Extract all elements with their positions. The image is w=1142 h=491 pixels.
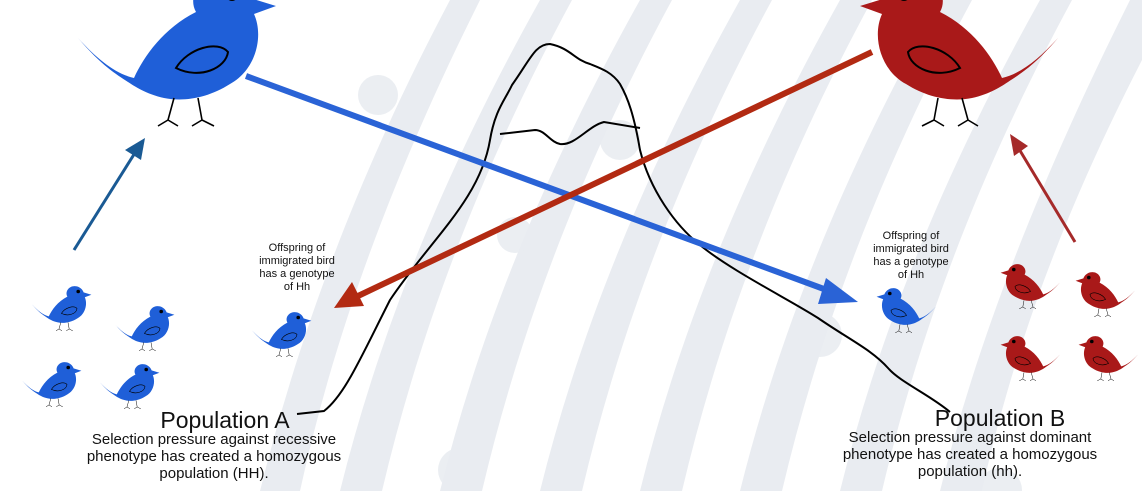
population-b-description: Selection pressure against dominant phen… <box>820 429 1120 480</box>
bird-icon <box>100 364 159 409</box>
offspring-b-line-3: has a genotype <box>873 256 949 268</box>
population-b-desc-line-2: phenotype has created a homozygous <box>842 446 1098 463</box>
offspring-a-line-3: has a genotype <box>259 268 335 280</box>
population-a-description: Selection pressure against recessive phe… <box>64 431 364 482</box>
offspring-b-line-4: of Hh <box>897 269 925 281</box>
population-a-desc-line-2: phenotype has created a homozygous <box>86 448 342 465</box>
population-a-title: Population A <box>160 407 290 433</box>
bird-icon <box>1076 272 1135 317</box>
bird-icon <box>1079 336 1138 381</box>
mountain-icon <box>296 42 951 415</box>
offspring-a-line-2: immigrated bird <box>259 255 335 267</box>
offspring-b-line-1: Offspring of <box>882 230 940 242</box>
population-a-desc-line-1: Selection pressure against recessive <box>91 431 337 448</box>
population-b-desc-line-1: Selection pressure against dominant <box>848 429 1092 446</box>
arrow-icon <box>72 138 145 251</box>
population-b-desc-line-3: population (hh). <box>917 463 1023 480</box>
offspring-a-line-4: of Hh <box>283 281 311 293</box>
population-a-desc-line-3: population (HH). <box>159 465 269 482</box>
bird-icon <box>115 306 174 351</box>
background-stripes <box>260 0 1142 491</box>
offspring-a-label: Offspring of immigrated bird has a genot… <box>232 242 362 294</box>
bird-icon <box>22 362 81 407</box>
offspring-b-label: Offspring of immigrated bird has a genot… <box>846 230 976 282</box>
offspring-b-line-2: immigrated bird <box>873 243 949 255</box>
population-b-title: Population B <box>934 405 1066 431</box>
arrow-icon <box>244 73 858 304</box>
bird-icon <box>78 0 276 126</box>
arrow-icon <box>1010 134 1077 243</box>
bird-icon <box>32 286 91 331</box>
offspring-a-line-1: Offspring of <box>268 242 326 254</box>
arrow-icon <box>334 49 874 308</box>
